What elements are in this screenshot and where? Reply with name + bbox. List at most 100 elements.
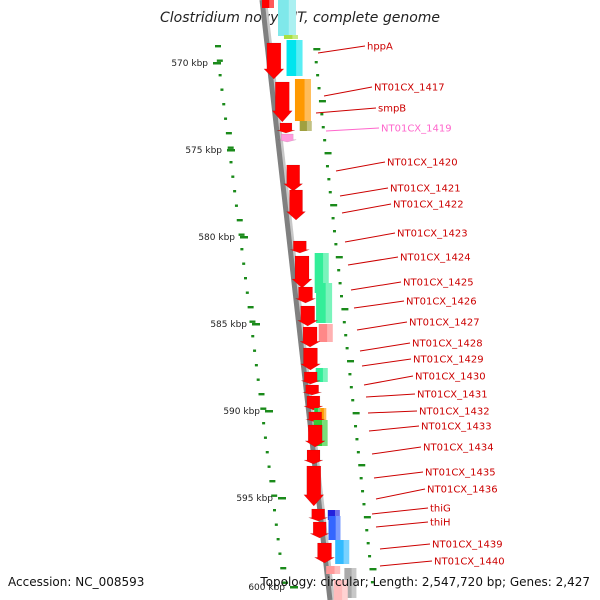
gene-leader-line (323, 86, 373, 97)
kbp-tick-mark (290, 586, 298, 589)
kbp-tick-label: 575 kbp (185, 146, 222, 156)
gc-tick (369, 568, 377, 571)
gc-tick (337, 269, 341, 272)
gc-tick (282, 581, 289, 584)
gc-tick (317, 87, 321, 90)
gc-tick (249, 320, 256, 323)
kbp-tick-label: 570 kbp (171, 59, 208, 69)
gc-tick (324, 152, 332, 155)
gene-box (286, 40, 303, 76)
gc-tick (314, 61, 318, 64)
gc-tick (280, 567, 287, 570)
gc-tick (263, 436, 267, 439)
gene-box (318, 324, 333, 342)
feature-track (262, 0, 357, 600)
gene-leader-line (344, 232, 396, 243)
gene-leader-line (335, 161, 386, 172)
gene-box (283, 35, 298, 39)
gc-tick (229, 161, 233, 164)
gene-arrow (296, 305, 319, 327)
gc-tick (340, 295, 343, 298)
gc-tick (222, 103, 226, 106)
gc-tick (238, 233, 245, 236)
gc-tick (244, 277, 247, 280)
gc-tick (344, 334, 348, 337)
gene-box (315, 368, 328, 382)
gene-label: NT01CX_1423 (397, 229, 468, 240)
gene-arrow (303, 449, 324, 465)
gene-label: NT01CX_1417 (374, 83, 445, 94)
gc-tick (356, 451, 360, 454)
gene-arrow (271, 81, 293, 123)
gc-tick (365, 529, 369, 532)
gc-tick (233, 190, 237, 193)
gene-arrow (285, 189, 307, 221)
gene-box (326, 566, 341, 574)
gene-arrow (299, 326, 322, 348)
gc-tick (215, 45, 221, 48)
kbp-tick-mark (252, 323, 260, 326)
gene-label: NT01CX_1422 (393, 200, 464, 211)
gc-tick (358, 464, 366, 467)
gc-tick (269, 480, 276, 483)
gc-tick (276, 538, 280, 541)
gc-tick (359, 477, 363, 480)
gene-leader-line (371, 446, 422, 455)
gc-tick (368, 555, 372, 558)
gc-tick (325, 165, 329, 168)
gc-tick (316, 74, 320, 77)
gene-label: NT01CX_1425 (403, 278, 474, 289)
gc-tick (245, 291, 249, 294)
gene-arrow (310, 521, 330, 539)
gene-box (316, 283, 333, 323)
gene-leader-line (315, 107, 377, 114)
gene-arrow (313, 542, 336, 564)
gene-label: NT01CX_1420 (387, 158, 458, 169)
gc-tick (278, 552, 282, 555)
gene-box (327, 510, 340, 520)
gene-label: NT01CX_1439 (432, 540, 503, 551)
gc-tick (345, 347, 349, 350)
gene-leader-line (379, 560, 433, 567)
gc-tick (258, 393, 265, 396)
gc-tick (331, 217, 335, 220)
gc-tick (271, 494, 278, 497)
accession-text: Accession: NC_008593 (8, 575, 145, 589)
gene-label: NT01CX_1428 (412, 339, 483, 350)
gene-arrow (276, 122, 296, 134)
gene-leader-line (353, 300, 405, 309)
gc-tick (267, 465, 271, 468)
gene-box (278, 0, 296, 36)
gc-tick (347, 360, 355, 363)
gc-tick (253, 349, 257, 352)
gene-leader-line (317, 45, 366, 54)
gene-arrow (278, 133, 297, 143)
gene-label: NT01CX_1430 (415, 372, 486, 383)
gc-tick (251, 335, 255, 338)
gc-tick (240, 248, 244, 251)
gene-box (335, 540, 350, 564)
gc-tick (321, 126, 325, 129)
gc-tick (260, 407, 267, 410)
kbp-tick-label: 600 kbp (248, 583, 285, 593)
gc-tick (348, 373, 352, 376)
topology-text: Topology: circular; Length: 2,547,720 bp… (260, 575, 590, 589)
kbp-tick-mark (240, 236, 248, 239)
gene-label: NT01CX_1440 (434, 557, 505, 568)
gene-box (262, 0, 274, 8)
gene-arrow (291, 255, 313, 289)
gene-label: thiH (430, 518, 451, 529)
gc-tick (242, 262, 246, 265)
gene-box (320, 408, 327, 420)
gene-leader-line (379, 543, 431, 550)
gc-tick (254, 364, 258, 367)
gc-tick (313, 48, 321, 51)
gene-label: hppA (367, 42, 393, 53)
gene-leader-line (359, 342, 411, 352)
kbp-tick-label: 595 kbp (236, 494, 273, 504)
gene-label: NT01CX_1435 (425, 468, 496, 479)
gc-tick (216, 59, 223, 62)
gene-label: NT01CX_1434 (423, 443, 494, 454)
gene-leader-line (375, 521, 429, 528)
gc-tick (361, 490, 365, 493)
